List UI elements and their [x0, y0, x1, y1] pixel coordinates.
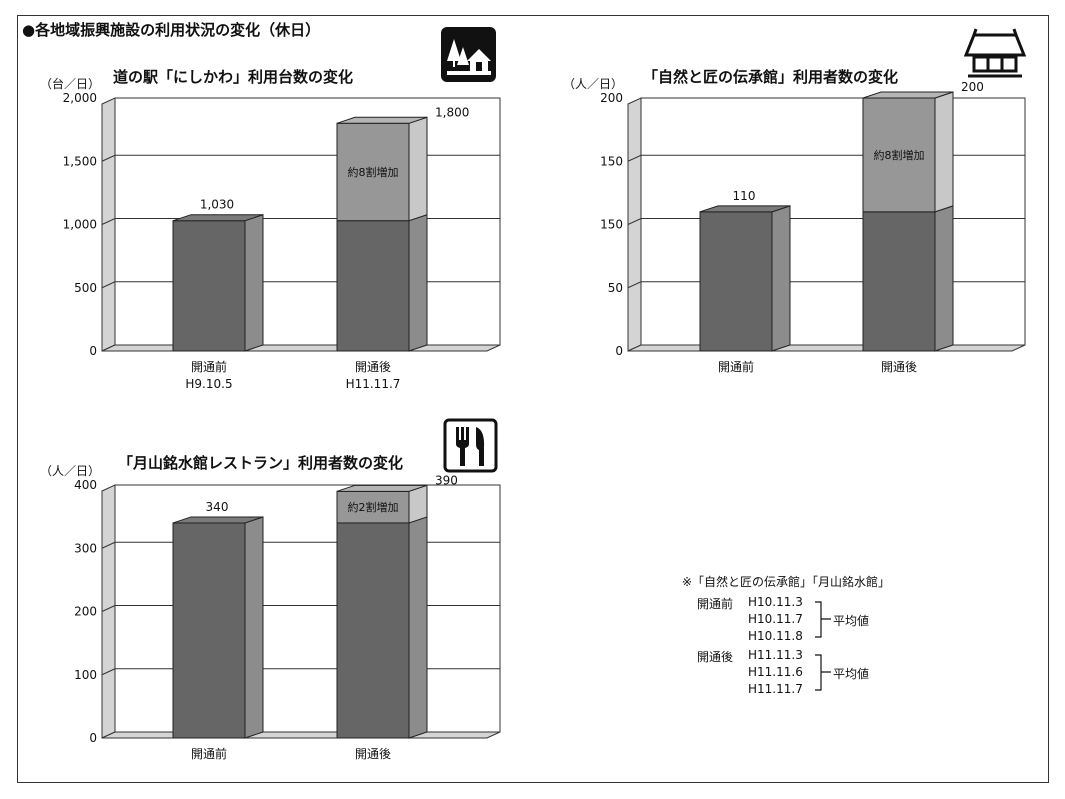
chart-1-bar-before-side — [244, 214, 264, 352]
chart-3-bar-after-increase-side — [408, 484, 428, 524]
chart-3-side-wall — [101, 484, 116, 739]
chart-1-title: 道の駅「にしかわ」利用台数の変化 — [113, 68, 354, 86]
chart-1-bar-after-base — [336, 220, 410, 352]
chart-3-unit: （人／日） — [40, 464, 101, 478]
note-before-average: 平均値 — [833, 614, 870, 628]
chart-3-gridline-side — [101, 668, 116, 676]
chart-3-value-label: 390 — [435, 473, 458, 487]
chart-1-category-label: H11.11.7 — [346, 377, 401, 391]
chart-2-gridline-side — [627, 281, 642, 289]
note-before-date-1: H10.11.3 — [748, 595, 803, 609]
chart-3-category-label: 開通後 — [355, 747, 391, 761]
chart-2-ytick: 200 — [600, 91, 623, 105]
note-before-date-3: H10.11.8 — [748, 629, 803, 643]
restaurant-icon — [443, 418, 498, 477]
chart-1-bar-before-top — [172, 214, 264, 222]
chart-2-value-label: 110 — [733, 189, 756, 203]
chart-2-ytick: 0 — [615, 344, 623, 358]
chart-3-bar-before-top — [172, 516, 264, 524]
chart-2-gridline-side — [627, 154, 642, 162]
note-after-date-1: H11.11.3 — [748, 648, 803, 662]
page-title: ●各地域振興施設の利用状況の変化（休日） — [22, 21, 321, 39]
note-header: ※「自然と匠の伝承館」「月山銘水館」 — [682, 575, 891, 589]
chart-2-bar-after-base-side — [934, 205, 954, 352]
note-before-date-2: H10.11.7 — [748, 612, 803, 626]
chart-2-ytick: 50 — [608, 281, 623, 295]
chart-1-value-label: 1,800 — [435, 105, 469, 119]
chart-1-ytick: 1,500 — [63, 154, 97, 168]
chart-2-ytick: 150 — [600, 154, 623, 168]
chart-1-unit: （台／日） — [40, 77, 101, 91]
chart-3-bar-after-base-side — [408, 516, 428, 739]
chart-1-value-label: 1,030 — [200, 198, 234, 212]
chart-2-value-label: 200 — [961, 80, 984, 94]
chart-2-bar-after-top — [862, 91, 954, 99]
chart-3-ytick: 100 — [74, 668, 97, 682]
figure-frame — [17, 15, 1049, 783]
chart-1-side-wall — [101, 97, 116, 352]
chart-1-ytick: 2,000 — [63, 91, 97, 105]
chart-3-ytick: 200 — [74, 605, 97, 619]
chart-1-floor — [101, 344, 501, 352]
chart-3-category-label: 開通前 — [191, 746, 227, 761]
note-after-date-3: H11.11.7 — [748, 682, 803, 696]
chart-3-bar-after-top — [336, 484, 428, 492]
chart-2-category-label: 開通後 — [881, 360, 917, 374]
chart-1-bar-after-increase-side — [408, 116, 428, 222]
chart-3-increase-label: 約2割増加 — [348, 500, 399, 514]
chart-1-category-label: H9.10.5 — [185, 377, 232, 391]
chart-1-category-label: 開通前 — [191, 359, 227, 374]
chart-2-side-wall — [627, 97, 642, 352]
chart-1-gridline-side — [101, 218, 116, 225]
chart-1-gridline-side — [101, 281, 116, 289]
note-after-date-2: H11.11.6 — [748, 665, 803, 679]
chart-2-ytick: 150 — [600, 218, 623, 232]
chart-2-back-wall — [640, 97, 1026, 346]
chart-3-floor — [101, 731, 501, 739]
chart-3-gridline-side — [101, 605, 116, 612]
chart-2-floor — [627, 344, 1026, 352]
chart-3-ytick: 400 — [74, 478, 97, 492]
chart-2-unit: （人／日） — [563, 77, 624, 91]
note-after-average: 平均値 — [833, 667, 870, 681]
chart-1-ytick: 1,000 — [63, 218, 97, 232]
chart-2-bar-before — [699, 211, 773, 352]
note-after-label: 開通後 — [697, 650, 734, 664]
chart-3-gridline-side — [101, 541, 116, 549]
chart-1-ytick: 0 — [89, 344, 97, 358]
note-before-label: 開通前 — [697, 597, 734, 611]
chart-3-bar-after-increase — [336, 490, 410, 524]
chart-3-ytick: 0 — [89, 731, 97, 745]
chart-3-value-label: 340 — [206, 500, 229, 514]
chart-3-bar-before — [172, 522, 246, 739]
traditional-house-icon — [963, 27, 1027, 86]
chart-1-bar-after-top — [336, 116, 428, 124]
chart-2-bar-after-base — [862, 211, 936, 352]
chart-1-ytick: 500 — [74, 281, 97, 295]
chart-3-ytick: 300 — [74, 541, 97, 555]
chart-2-increase-label: 約8割増加 — [874, 148, 925, 162]
chart-1-bar-after-increase — [336, 122, 410, 222]
chart-3-bar-before-side — [244, 516, 264, 739]
chart-2-title: 「自然と匠の伝承館」利用者数の変化 — [643, 68, 899, 86]
chart-3-title: 「月山銘水館レストラン」利用者数の変化 — [118, 454, 404, 472]
chart-2-bar-after-increase-side — [934, 91, 954, 213]
chart-2-bar-before-side — [771, 205, 791, 352]
chart-1-bar-after-base-side — [408, 214, 428, 352]
chart-1-bar-before — [172, 220, 246, 352]
roadside-station-icon — [441, 27, 496, 86]
chart-2-gridline-side — [627, 218, 642, 225]
chart-2-category-label: 開通前 — [718, 359, 754, 374]
chart-2-bar-before-top — [699, 205, 791, 213]
chart-1-gridline-side — [101, 154, 116, 162]
chart-3-bar-after-base — [336, 522, 410, 739]
chart-1-category-label: 開通後 — [355, 360, 391, 374]
chart-1-increase-label: 約8割増加 — [348, 165, 399, 179]
